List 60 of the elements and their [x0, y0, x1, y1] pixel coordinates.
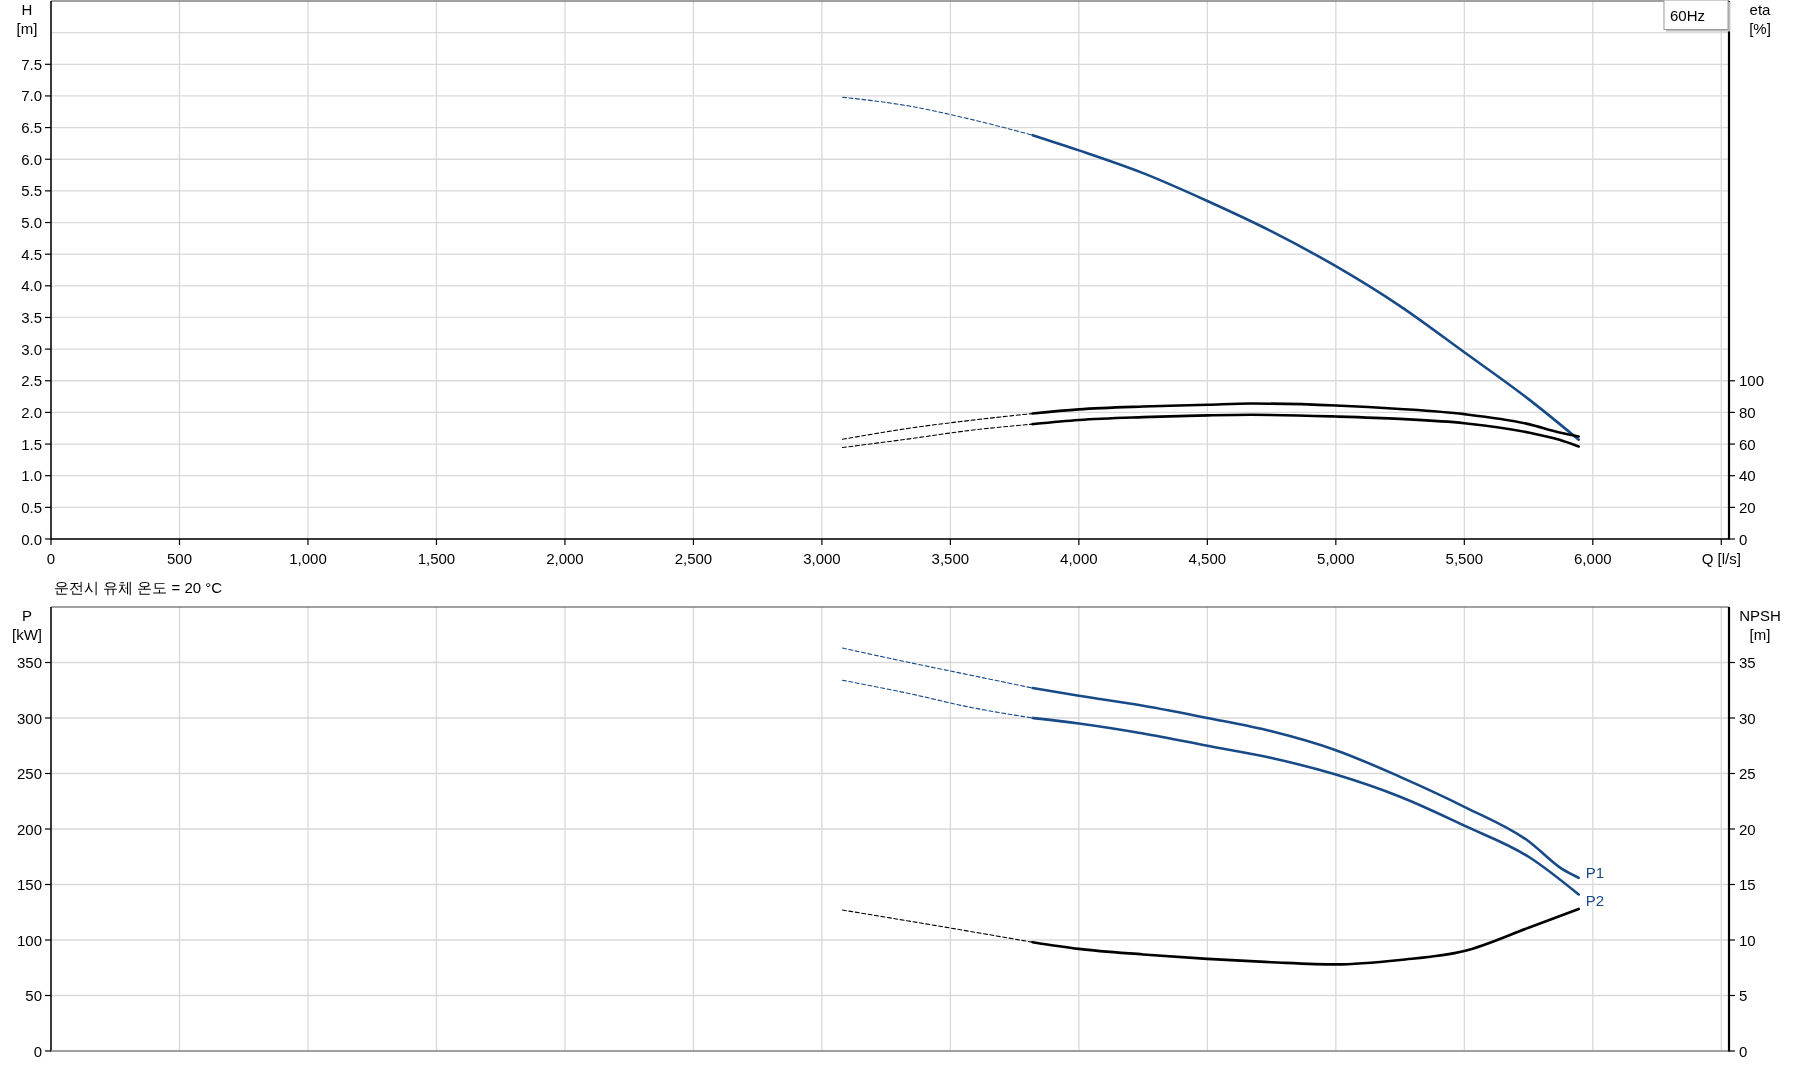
x-tick: 4,500 — [1188, 549, 1227, 567]
y-tick: 6.0 — [21, 150, 42, 168]
series-label: P1 — [1585, 864, 1605, 882]
y-tick: 1.5 — [21, 435, 42, 453]
y-tick: 6.5 — [21, 119, 42, 137]
y2-tick: 0 — [1739, 1042, 1748, 1060]
y-tick: 2.5 — [21, 372, 42, 390]
y-tick: 3.5 — [21, 308, 42, 326]
x-tick: Q [l/s] — [1701, 549, 1741, 567]
x-tick: 1,000 — [289, 549, 327, 567]
y2-tick: 60 — [1739, 435, 1756, 453]
y-tick: 7.5 — [21, 55, 42, 73]
y2-tick: 0 — [1739, 530, 1748, 548]
y2-tick: 100 — [1739, 372, 1765, 390]
y2-tick: 40 — [1739, 467, 1756, 485]
x-tick: 3,000 — [803, 549, 841, 567]
y-tick: 150 — [16, 876, 42, 893]
y-tick: 0 — [33, 1042, 42, 1060]
y2-tick: 25 — [1739, 765, 1756, 782]
annotation: 60Hz — [1669, 6, 1705, 24]
y2label: eta [%] — [1749, 0, 1771, 37]
y-tick: 200 — [16, 820, 42, 838]
y2-tick: 15 — [1739, 876, 1756, 893]
y2label: NPSH [m] — [1739, 606, 1781, 643]
y2-tick: 35 — [1739, 654, 1756, 671]
y-tick: 50 — [25, 987, 42, 1004]
y2-tick: 20 — [1739, 820, 1756, 838]
x-tick: 5,500 — [1445, 549, 1484, 567]
y2-tick: 10 — [1739, 931, 1756, 949]
y-tick: 100 — [16, 931, 42, 949]
y-tick: 4.0 — [21, 277, 42, 295]
x-tick: 2,500 — [674, 549, 713, 567]
x-tick: 1,500 — [417, 549, 456, 567]
y-tick: 250 — [16, 765, 42, 782]
x-tick: 500 — [166, 549, 192, 567]
y-tick: 0.0 — [21, 530, 42, 548]
y-tick: 3.0 — [21, 340, 42, 358]
y-tick: 0.5 — [21, 498, 42, 516]
y-tick: 300 — [16, 709, 42, 727]
series-label: P2 — [1585, 892, 1605, 909]
annotation: 운전시 유체 온도 = 20 °C — [54, 578, 223, 596]
x-tick: 3,500 — [931, 549, 970, 567]
y2-tick: 20 — [1739, 498, 1756, 516]
y-tick: 1.0 — [21, 467, 42, 485]
y2-tick: 5 — [1739, 987, 1748, 1004]
y-tick: 5.0 — [21, 214, 42, 232]
x-tick: 0 — [46, 549, 56, 567]
ylabel: H [m] — [16, 0, 38, 37]
y2-tick: 80 — [1739, 403, 1756, 421]
ylabel: P [kW] — [12, 606, 42, 643]
x-tick: 4,000 — [1060, 549, 1098, 567]
y2-tick: 30 — [1739, 709, 1756, 727]
y-tick: 5.5 — [21, 182, 42, 200]
x-tick: 5,000 — [1317, 549, 1355, 567]
y-tick: 7.0 — [21, 87, 42, 105]
x-tick: 6,000 — [1574, 549, 1612, 567]
x-tick: 2,000 — [546, 549, 584, 567]
y-tick: 2.0 — [21, 403, 42, 421]
y-tick: 350 — [16, 654, 42, 671]
y-tick: 4.5 — [21, 245, 42, 263]
